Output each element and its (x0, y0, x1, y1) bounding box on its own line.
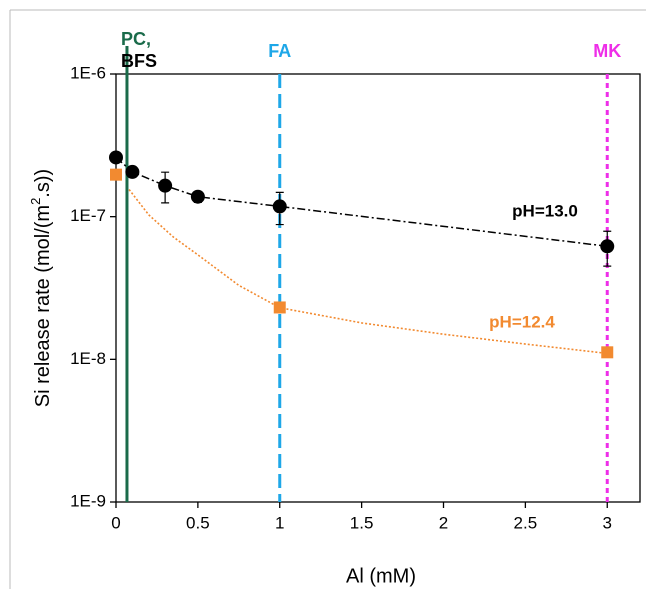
x-tick-label: 0.5 (186, 513, 210, 532)
y-tick-label: 1E-6 (70, 63, 106, 82)
x-tick-label: 3 (603, 513, 612, 532)
x-tick-label: 1 (275, 513, 284, 532)
marker (273, 301, 286, 314)
y-tick-label: 1E-9 (70, 491, 106, 510)
marker (158, 178, 173, 193)
marker (110, 168, 122, 181)
y-label-part: Si release rate (mol/(m (32, 205, 54, 407)
x-tick-label: 0 (111, 513, 120, 532)
marker (601, 346, 614, 359)
marker (125, 164, 140, 179)
fit-curve (128, 189, 608, 355)
y-tick-label: 1E-8 (70, 349, 106, 368)
reference-label: MK (593, 41, 621, 61)
y-axis-label: Si release rate (mol/(m2.s)) (28, 169, 54, 407)
marker (600, 239, 615, 254)
reference-label: BFS (121, 51, 157, 71)
marker (109, 150, 123, 165)
marker (272, 199, 287, 214)
series-label: pH=13.0 (512, 201, 578, 220)
x-tick-label: 1.5 (350, 513, 374, 532)
x-tick-label: 2 (439, 513, 448, 532)
y-label-sup: 2 (28, 198, 43, 205)
x-axis-label: Al (mM) (346, 565, 416, 587)
x-tick-label: 2.5 (514, 513, 538, 532)
plot-frame (115, 73, 641, 503)
reference-label: PC, (121, 29, 151, 49)
marker (190, 189, 205, 204)
reference-label: FA (268, 41, 291, 61)
y-tick-label: 1E-7 (70, 206, 106, 225)
series-label: pH=12.4 (489, 312, 555, 331)
y-label-part: .s)) (32, 169, 54, 198)
